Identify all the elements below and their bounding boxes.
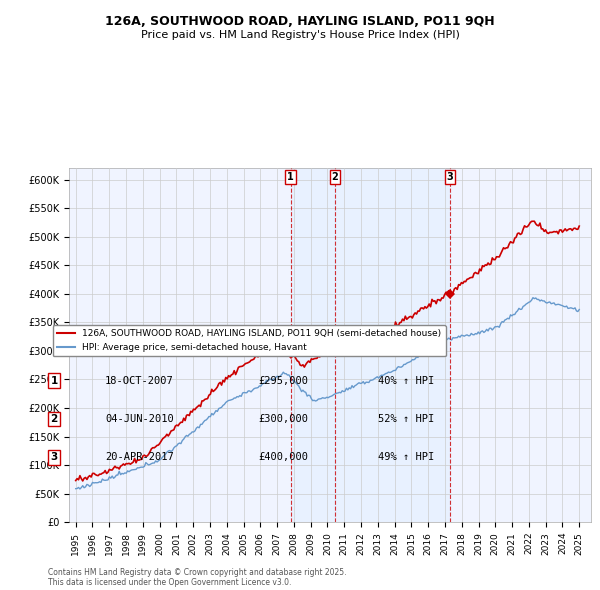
Text: Contains HM Land Registry data © Crown copyright and database right 2025.
This d: Contains HM Land Registry data © Crown c… xyxy=(48,568,347,587)
Text: 52% ↑ HPI: 52% ↑ HPI xyxy=(378,414,434,424)
Text: 2: 2 xyxy=(332,172,338,182)
Text: 3: 3 xyxy=(50,453,58,462)
Text: 20-APR-2017: 20-APR-2017 xyxy=(105,453,174,462)
Text: 04-JUN-2010: 04-JUN-2010 xyxy=(105,414,174,424)
Text: 2: 2 xyxy=(50,414,58,424)
Text: £300,000: £300,000 xyxy=(258,414,308,424)
Text: 126A, SOUTHWOOD ROAD, HAYLING ISLAND, PO11 9QH: 126A, SOUTHWOOD ROAD, HAYLING ISLAND, PO… xyxy=(105,15,495,28)
Text: 1: 1 xyxy=(287,172,294,182)
Text: 18-OCT-2007: 18-OCT-2007 xyxy=(105,376,174,385)
Bar xyxy=(290,168,335,522)
Bar xyxy=(335,168,450,522)
Text: 3: 3 xyxy=(446,172,454,182)
Text: 40% ↑ HPI: 40% ↑ HPI xyxy=(378,376,434,385)
Legend: 126A, SOUTHWOOD ROAD, HAYLING ISLAND, PO11 9QH (semi-detached house), HPI: Avera: 126A, SOUTHWOOD ROAD, HAYLING ISLAND, PO… xyxy=(53,325,446,356)
Text: 1: 1 xyxy=(50,376,58,385)
Text: £295,000: £295,000 xyxy=(258,376,308,385)
Text: £400,000: £400,000 xyxy=(258,453,308,462)
Text: Price paid vs. HM Land Registry's House Price Index (HPI): Price paid vs. HM Land Registry's House … xyxy=(140,30,460,40)
Text: 49% ↑ HPI: 49% ↑ HPI xyxy=(378,453,434,462)
